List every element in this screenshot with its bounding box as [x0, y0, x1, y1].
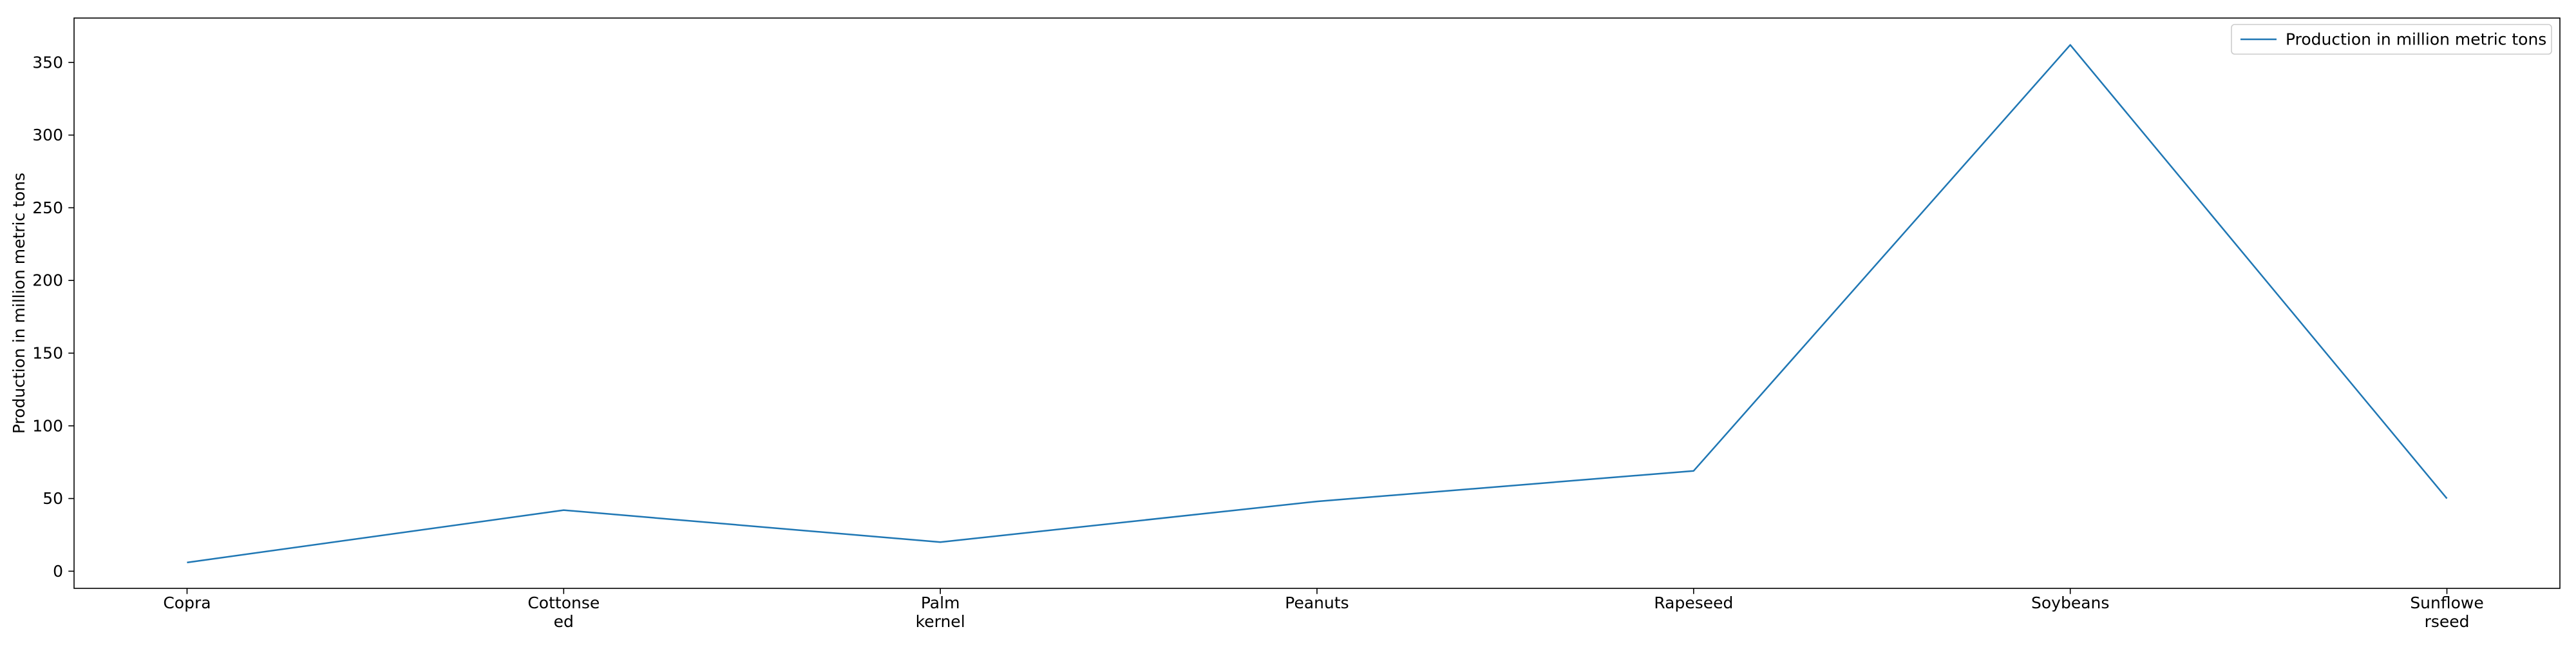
x-tick-label-line: ed	[554, 612, 574, 631]
y-tick-label: 0	[53, 562, 63, 581]
x-tick-label-line: kernel	[916, 612, 965, 631]
x-tick-label-line: rseed	[2425, 612, 2470, 631]
x-tick-label: Copra	[163, 594, 211, 612]
y-tick-label: 300	[32, 126, 63, 144]
legend: Production in million metric tons	[2231, 24, 2552, 54]
x-tick-label: Soybeans	[2031, 594, 2109, 612]
legend-label: Production in million metric tons	[2286, 30, 2546, 49]
x-tick-label-line: Rapeseed	[1654, 594, 1733, 612]
y-tick-label: 350	[32, 53, 63, 72]
x-tick-label: Peanuts	[1285, 594, 1349, 612]
x-tick-label-line: Soybeans	[2031, 594, 2109, 612]
x-tick-label-line: Palm	[921, 594, 960, 612]
y-tick-label: 100	[32, 416, 63, 435]
x-tick-label-line: Sunflowe	[2410, 594, 2483, 612]
y-tick-label: 250	[32, 198, 63, 217]
y-tick-label: 200	[32, 271, 63, 290]
x-tick-label-line: Peanuts	[1285, 594, 1349, 612]
y-tick-label: 150	[32, 343, 63, 362]
x-tick-label: Rapeseed	[1654, 594, 1733, 612]
y-axis-label: Production in million metric tons	[10, 173, 28, 434]
y-tick-label: 50	[43, 489, 63, 508]
x-tick-label-line: Copra	[163, 594, 211, 612]
x-tick-label-line: Cottonse	[527, 594, 600, 612]
